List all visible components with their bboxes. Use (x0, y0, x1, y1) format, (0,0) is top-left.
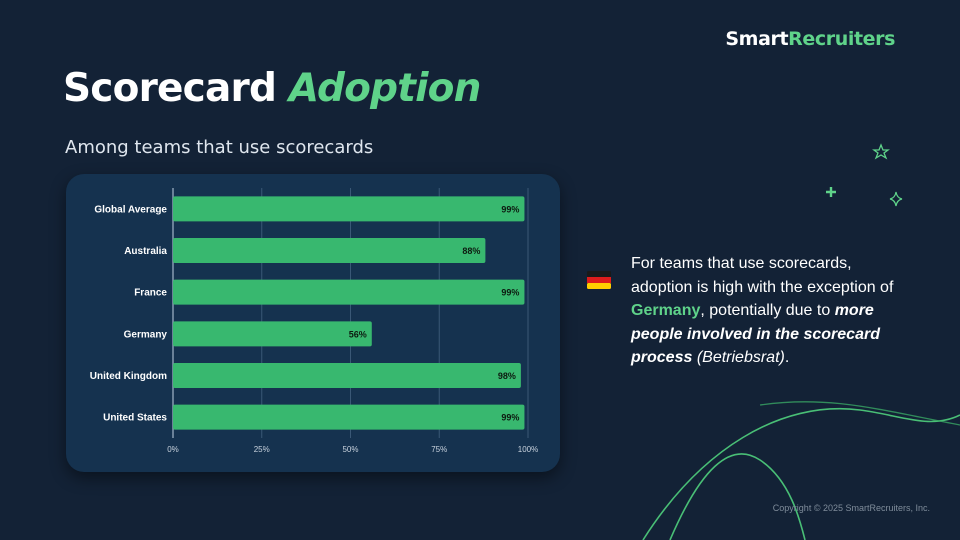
callout-text: For teams that use scorecards, adoption … (631, 252, 911, 370)
category-label: Australia (124, 246, 167, 257)
bar (173, 404, 525, 430)
callout-line1: For teams that use scorecards, adoption … (631, 255, 894, 296)
bar (173, 238, 486, 263)
page-title: Scorecard Adoption (63, 66, 481, 111)
brand-name-part1: Smart (725, 28, 789, 50)
data-label: 99% (501, 288, 519, 298)
wave-line-3 (669, 453, 806, 540)
x-tick-label: 0% (167, 445, 179, 454)
callout-emphasis: more people involved in the scorecard pr… (631, 302, 880, 366)
x-tick-label: 75% (431, 445, 447, 454)
copyright-text: Copyright © 2025 SmartRecruiters, Inc. (772, 503, 930, 513)
callout-note: (Betriebsrat) (696, 349, 785, 366)
data-label: 98% (498, 371, 516, 381)
data-label: 88% (462, 246, 480, 256)
category-label: Global Average (94, 204, 167, 215)
star-outline-icon (872, 143, 890, 160)
bar (173, 279, 525, 305)
category-label: United States (103, 413, 167, 424)
bar (173, 196, 525, 222)
callout-end: . (784, 349, 790, 366)
germany-flag-icon (587, 271, 611, 289)
x-tick-label: 100% (518, 445, 538, 454)
wave-line-1 (642, 408, 960, 540)
data-label: 56% (349, 329, 367, 339)
diamond-sparkle-icon (889, 191, 903, 207)
title-part1: Scorecard (63, 66, 277, 111)
x-tick-label: 25% (254, 445, 270, 454)
x-tick-label: 50% (342, 445, 358, 454)
callout-line2: , potentially due to (700, 302, 835, 319)
bar (173, 363, 521, 388)
plus-icon (826, 187, 836, 197)
brand-name-part2: Recruiters (788, 28, 895, 50)
bar-chart: 0% 25% 50% 75% 100% Global Average 99% Australi… (90, 188, 538, 454)
chart-subtitle: Among teams that use scorecards (65, 137, 374, 158)
chart-card: 0% 25% 50% 75% 100% Global Average 99% Australi… (66, 174, 560, 472)
wave-line-2 (759, 401, 960, 426)
brand-logo: SmartRecruiters (725, 28, 895, 50)
category-label: United Kingdom (90, 371, 167, 382)
bar (173, 321, 372, 347)
title-part2: Adoption (288, 66, 482, 111)
callout-highlight: Germany (631, 302, 701, 319)
category-label: France (134, 288, 167, 299)
data-label: 99% (501, 204, 519, 214)
category-label: Germany (124, 329, 168, 340)
data-label: 99% (501, 413, 519, 423)
